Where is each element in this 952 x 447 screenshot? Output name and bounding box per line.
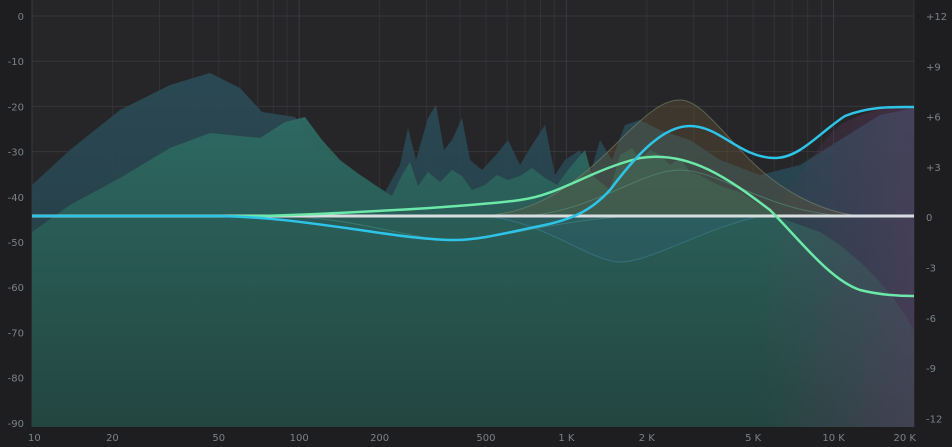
freq-scale-label: 2 K (639, 433, 656, 444)
gain-scale-label: +3 (926, 163, 941, 174)
freq-scale-label: 100 (290, 433, 309, 444)
db-scale-label: -90 (8, 419, 24, 430)
axis-labels: 0 -10 -20 -30 -40 -50 -60 -70 -80 -90 +12 +9 +6 +3 0 -3… (8, 12, 947, 444)
db-scale-label: -80 (8, 374, 24, 385)
gain-scale-label: -9 (926, 364, 936, 375)
freq-scale-label: 1 K (558, 433, 575, 444)
freq-scale-label: 20 K (894, 433, 917, 444)
freq-scale-label: 10 K (822, 433, 845, 444)
freq-scale-label: 5 K (745, 433, 762, 444)
db-scale-label: 0 (18, 12, 24, 23)
analyzer-spectrum (32, 117, 914, 427)
freq-scale-label: 50 (212, 433, 225, 444)
freq-scale-label: 200 (370, 433, 389, 444)
gain-scale-label: +12 (926, 12, 947, 23)
freq-scale-label: 10 (28, 433, 41, 444)
db-scale-label: -30 (8, 148, 24, 159)
freq-scale-label: 20 (106, 433, 119, 444)
db-scale-label: -50 (8, 238, 24, 249)
db-scale-label: -60 (8, 283, 24, 294)
high-shelf-band-fill (760, 107, 914, 428)
db-scale-label: -70 (8, 328, 24, 339)
gain-scale-label: 0 (926, 213, 932, 224)
eq-curve-blue[interactable] (32, 105, 915, 242)
db-scale-label: -10 (8, 57, 24, 68)
freq-scale-label: 500 (476, 433, 495, 444)
gain-scale-label: -6 (926, 314, 936, 325)
db-scale-label: -40 (8, 193, 24, 204)
gain-scale-label: +9 (926, 62, 941, 73)
eq-curve-green[interactable] (32, 155, 915, 298)
gain-scale-label: -12 (926, 414, 942, 425)
gain-scale-label: -3 (926, 264, 936, 275)
gain-scale-label: +6 (926, 113, 941, 124)
upper-band-fill (519, 169, 851, 217)
db-scale-label: -20 (8, 102, 24, 113)
